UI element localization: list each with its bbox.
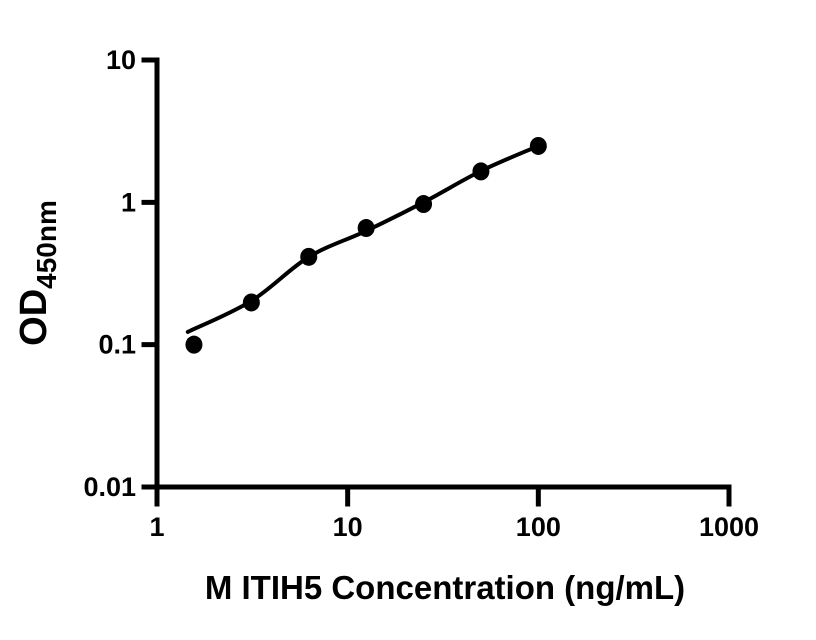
data-point (300, 247, 318, 266)
data-point (472, 162, 490, 181)
x-tick-label: 1 (149, 512, 164, 542)
y-axis-title-sub: 450nm (31, 200, 62, 289)
y-tick-label: 10 (106, 45, 136, 75)
y-tick-label: 0.01 (83, 472, 136, 502)
data-point (185, 335, 203, 354)
y-axis-title-main: OD (13, 289, 55, 346)
y-axis-title: OD450nm (13, 200, 62, 346)
data-point (415, 195, 433, 214)
data-point (529, 136, 547, 155)
plot-area: 0.01 0.1 1 10 1 10 100 1000 (83, 45, 759, 542)
x-tick-label: 10 (333, 512, 363, 542)
x-axis-title: M ITIH5 Concentration (ng/mL) (205, 569, 685, 606)
y-tick-label: 0.1 (98, 330, 136, 360)
data-point (242, 293, 260, 312)
y-tick-label: 1 (121, 187, 136, 217)
x-tick-label: 100 (516, 512, 561, 542)
data-point (357, 219, 375, 238)
x-tick-label: 1000 (699, 512, 759, 542)
